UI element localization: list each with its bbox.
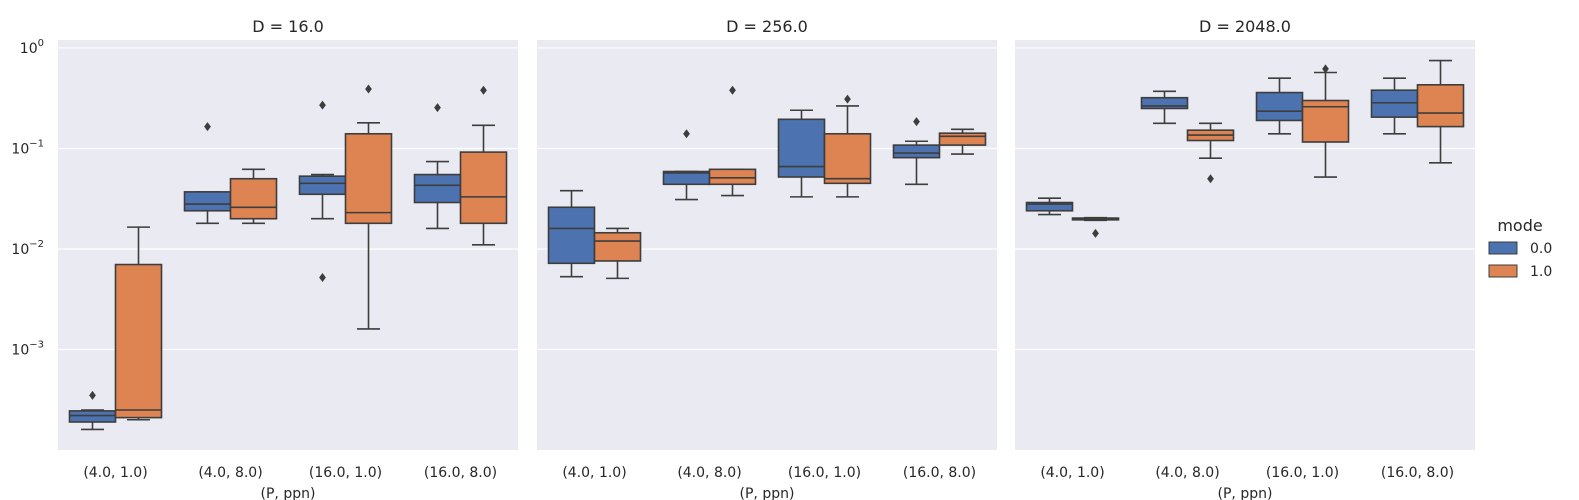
legend-swatch bbox=[1488, 241, 1518, 255]
box-mode-0 bbox=[413, 173, 462, 204]
x-tick-label: (4.0, 8.0) bbox=[198, 465, 262, 481]
x-tick-label: (4.0, 8.0) bbox=[677, 465, 741, 481]
box-mode-1 bbox=[229, 177, 278, 220]
outlier-point bbox=[434, 103, 441, 113]
panel-title: D = 16.0 bbox=[252, 17, 324, 36]
outlier-point bbox=[480, 85, 487, 95]
outlier-point bbox=[683, 129, 690, 139]
legend-label: 0.0 bbox=[1530, 241, 1552, 257]
box-mode-0 bbox=[183, 191, 232, 212]
x-tick-label: (16.0, 8.0) bbox=[1381, 465, 1454, 481]
panel-title: D = 2048.0 bbox=[1199, 17, 1291, 36]
box-mode-0 bbox=[1255, 91, 1304, 122]
x-tick-label: (16.0, 1.0) bbox=[1266, 465, 1339, 481]
legend-label: 1.0 bbox=[1530, 264, 1552, 280]
x-tick-label: (4.0, 1.0) bbox=[562, 465, 626, 481]
x-tick-label: (4.0, 1.0) bbox=[83, 465, 147, 481]
box-mode-0 bbox=[1025, 201, 1074, 212]
x-axis-label: (P, ppn) bbox=[1218, 486, 1273, 500]
x-tick-label: (16.0, 8.0) bbox=[903, 465, 976, 481]
outlier-point bbox=[89, 390, 96, 400]
x-tick-label: (16.0, 1.0) bbox=[309, 465, 382, 481]
outlier-point bbox=[1092, 228, 1099, 238]
box-mode-1 bbox=[459, 151, 508, 225]
x-tick-label: (4.0, 8.0) bbox=[1155, 465, 1219, 481]
outlier-point bbox=[204, 122, 211, 132]
box-mode-0 bbox=[777, 118, 826, 178]
box-mode-0 bbox=[1140, 96, 1189, 110]
legend-swatch bbox=[1488, 264, 1518, 278]
x-tick-label: (4.0, 1.0) bbox=[1040, 465, 1104, 481]
outlier-point bbox=[1207, 174, 1214, 184]
x-tick-label: (16.0, 1.0) bbox=[788, 465, 861, 481]
box-mode-0 bbox=[68, 410, 117, 423]
box-mode-1 bbox=[708, 168, 757, 186]
outlier-point bbox=[1322, 64, 1329, 74]
box-mode-1 bbox=[823, 132, 872, 185]
x-axis-label: (P, ppn) bbox=[261, 486, 316, 500]
y-tick-label: 100 bbox=[20, 38, 44, 57]
y-tick-label: 10−1 bbox=[11, 138, 44, 157]
box-mode-0 bbox=[892, 144, 941, 159]
outlier-point bbox=[844, 94, 851, 104]
outlier-point bbox=[319, 273, 326, 283]
outlier-point bbox=[319, 100, 326, 110]
box-mode-0 bbox=[298, 175, 347, 196]
box-mode-1 bbox=[114, 263, 163, 419]
y-tick-label: 10−2 bbox=[11, 239, 44, 258]
box-mode-0 bbox=[1370, 89, 1419, 118]
outlier-point bbox=[913, 117, 920, 127]
box-mode-0 bbox=[547, 206, 596, 265]
x-tick-label: (16.0, 8.0) bbox=[424, 465, 497, 481]
legend-title: mode bbox=[1497, 216, 1542, 235]
outlier-point bbox=[365, 84, 372, 94]
x-axis-label: (P, ppn) bbox=[740, 486, 795, 500]
outlier-point bbox=[729, 85, 736, 95]
box-mode-1 bbox=[1416, 83, 1465, 128]
box-mode-1 bbox=[938, 132, 987, 146]
y-tick-label: 10−3 bbox=[11, 339, 44, 358]
panel-title: D = 256.0 bbox=[726, 17, 808, 36]
box-mode-1 bbox=[593, 231, 642, 262]
box-mode-1 bbox=[344, 132, 393, 225]
